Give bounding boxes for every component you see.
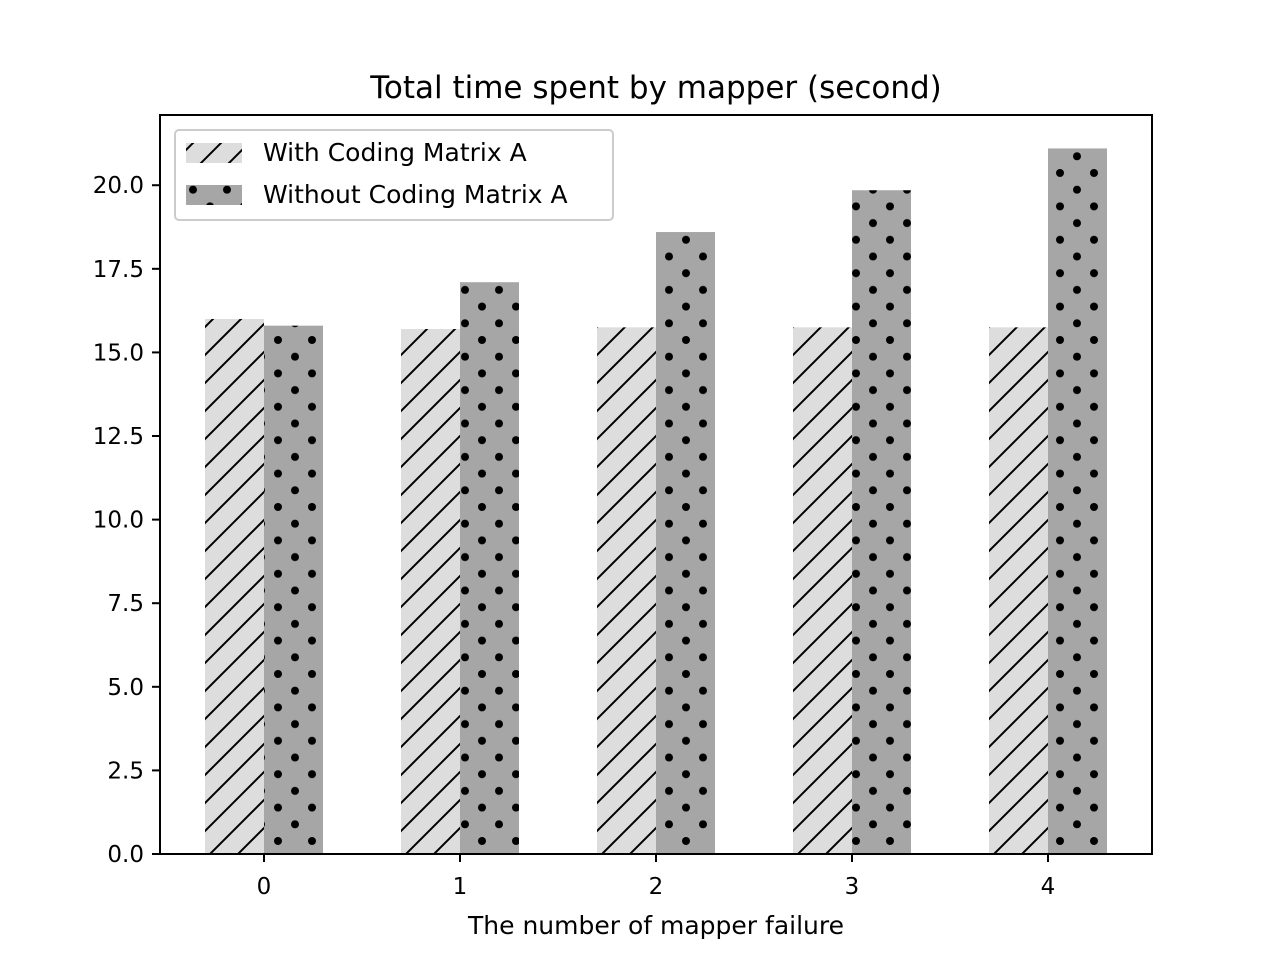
y-tick-label: 2.5 [107, 758, 144, 784]
legend-label-with-matrix: With Coding Matrix A [263, 138, 527, 167]
bar-without-matrix-1 [460, 282, 519, 854]
bar-with-matrix-2 [597, 327, 656, 854]
y-tick-label: 12.5 [93, 424, 144, 450]
y-tick-label: 15.0 [93, 340, 144, 366]
bar-without-matrix-2 [656, 232, 715, 854]
bar-with-matrix-4 [989, 327, 1048, 854]
x-tick-label: 2 [649, 874, 664, 900]
y-tick-label: 7.5 [107, 591, 144, 617]
legend-swatch-without-matrix [186, 185, 242, 205]
y-axis: 0.0 2.5 5.0 7.5 10.0 12.5 15.0 17.5 20.0 [93, 173, 160, 868]
y-tick-label: 10.0 [93, 508, 144, 534]
bar-without-matrix-4 [1048, 148, 1107, 855]
bar-with-matrix-1 [401, 329, 460, 855]
bar-without-matrix-0 [264, 325, 323, 854]
x-axis-label: The number of mapper failure [467, 911, 844, 940]
legend: With Coding Matrix A Without Coding Matr… [174, 129, 614, 221]
y-tick-label: 5.0 [107, 675, 144, 701]
x-tick-label: 4 [1041, 874, 1056, 900]
x-tick-label: 0 [257, 874, 272, 900]
y-tick-label: 20.0 [93, 173, 144, 199]
bar-with-matrix-3 [793, 327, 852, 854]
bar-with-matrix-0 [205, 318, 264, 854]
y-tick-label: 17.5 [93, 257, 144, 283]
x-tick-label: 1 [453, 874, 468, 900]
bar-without-matrix-3 [852, 190, 911, 855]
x-tick-label: 3 [845, 874, 860, 900]
legend-label-without-matrix: Without Coding Matrix A [263, 180, 568, 209]
chart-title: Total time spent by mapper (second) [369, 70, 942, 106]
y-tick-label: 0.0 [107, 842, 144, 868]
legend-swatch-with-matrix [186, 143, 242, 163]
bars-layer [205, 148, 1107, 855]
x-axis: 0 1 2 3 4 [257, 854, 1056, 900]
plot-frame [159, 114, 1153, 855]
legend-frame [174, 129, 614, 221]
